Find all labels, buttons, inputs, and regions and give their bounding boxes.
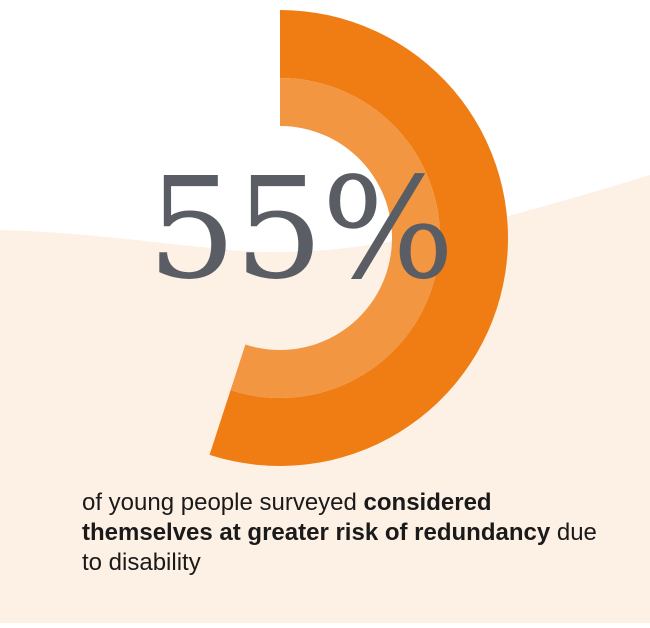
- caption-text-regular-end: due to disability: [82, 519, 597, 576]
- stat-percentage: 55%: [147, 148, 454, 311]
- percentage-ring-inner: [230, 78, 440, 398]
- caption-text-bold: considered themselves at greater risk of…: [82, 489, 551, 546]
- percentage-ring-outer: [209, 10, 508, 467]
- stat-caption: of young people surveyed considered them…: [82, 488, 602, 578]
- caption-text-regular: of young people surveyed: [82, 489, 364, 516]
